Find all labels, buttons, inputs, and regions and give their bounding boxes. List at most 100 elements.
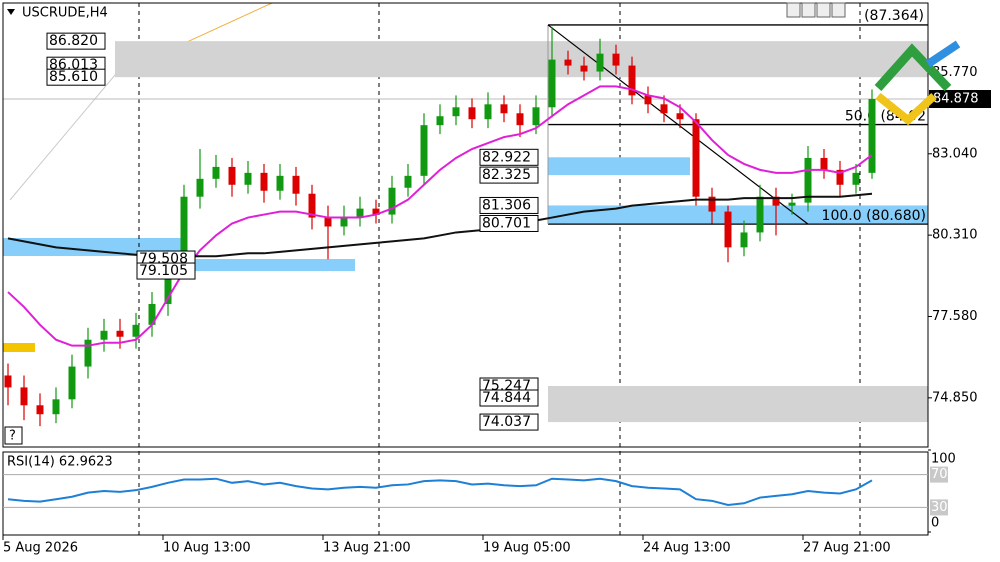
button[interactable] (816, 2, 831, 18)
x-tick-label: 10 Aug 13:00 (163, 541, 251, 556)
candle-body (372, 208, 380, 215)
level-box (136, 262, 196, 280)
y-tick-label: 85.770 (932, 65, 978, 80)
candle-body (628, 65, 636, 96)
button[interactable] (831, 2, 846, 18)
rsi-level-box (930, 466, 948, 483)
level-box (46, 32, 106, 50)
candle-body (404, 175, 412, 188)
level-label: 82.922 (482, 149, 531, 165)
level-label: 74.037 (482, 414, 531, 430)
moving-average (7, 85, 873, 347)
candle-body (820, 157, 828, 170)
candle-body (580, 65, 588, 72)
candle-body (868, 99, 876, 173)
candle-body (676, 113, 684, 120)
candle-body (260, 172, 268, 191)
level-label: 86.820 (49, 33, 98, 49)
candle-body (532, 107, 540, 126)
zone (187, 259, 355, 272)
x-tick-label: 19 Aug 05:00 (483, 541, 571, 556)
zone (548, 205, 928, 224)
rsi-level-box (930, 499, 948, 516)
level-label: 79.105 (139, 263, 188, 279)
candle-body (180, 196, 188, 263)
button[interactable] (801, 2, 816, 18)
candle-body (292, 175, 300, 194)
candle-body (84, 339, 92, 367)
logo (874, 43, 952, 92)
candle-body (116, 330, 124, 337)
fib-label: 100.0 (80.680) (822, 208, 926, 224)
guide-line (9, 74, 116, 201)
chart-title: USCRUDE,H4 (22, 6, 108, 21)
rsi-tick-label: 70 (931, 467, 948, 482)
y-tick-label: 74.850 (932, 390, 978, 405)
level-box (479, 214, 539, 232)
candle-body (356, 208, 364, 218)
candle-body (164, 262, 172, 304)
candle-body (756, 196, 764, 233)
button[interactable] (786, 2, 801, 18)
candle-body (548, 59, 556, 108)
level-box (479, 196, 539, 214)
candle-body (244, 172, 252, 185)
candle-body (644, 95, 652, 105)
candle-body (788, 202, 796, 206)
y-tick-label: 80.310 (932, 228, 978, 243)
zone (115, 41, 928, 78)
candle-body (20, 387, 28, 406)
zone (548, 386, 928, 423)
rsi-tick-label: 0 (931, 516, 939, 531)
candle-body (724, 211, 732, 248)
candle-body (484, 104, 492, 120)
fib-label: (87.364) (864, 8, 924, 24)
candle-body (660, 104, 668, 114)
candle-body (4, 375, 12, 388)
last-price-badge (929, 90, 991, 109)
candle-body (772, 196, 780, 206)
toolbar (786, 2, 846, 18)
rsi-tick-label: 30 (931, 500, 948, 515)
candle-body (612, 53, 620, 66)
candle-body (708, 196, 716, 212)
x-tick-label: 24 Aug 13:00 (643, 541, 731, 556)
y-tick-label: 83.040 (932, 146, 978, 161)
y-tick-label: 77.580 (932, 309, 978, 324)
level-box (479, 413, 539, 431)
menu-arrow[interactable] (7, 9, 15, 15)
x-tick-label: 13 Aug 21:00 (323, 541, 411, 556)
rsi-title: RSI(14) 62.9623 (7, 455, 113, 470)
candle-body (68, 366, 76, 400)
candle-body (452, 107, 460, 117)
x-tick-label: 5 Aug 2026 (3, 541, 78, 556)
rsi-tick-label: 100 (931, 452, 956, 467)
candle-body (516, 113, 524, 126)
candle-body (740, 232, 748, 248)
candle-body (324, 217, 332, 227)
level-label: 82.325 (482, 167, 531, 183)
level-label: 80.701 (482, 215, 531, 231)
level-label: 85.610 (49, 69, 98, 85)
logo (875, 92, 937, 126)
candle-body (340, 217, 348, 227)
last-price-label: 84.878 (933, 92, 979, 107)
level-box (479, 389, 539, 407)
candle-body (276, 175, 284, 191)
help-icon: ? (9, 429, 16, 444)
candle-body (148, 303, 156, 325)
rsi-pane (2, 451, 929, 536)
candle-body (692, 119, 700, 197)
candle-body (500, 104, 508, 114)
level-label: 74.844 (482, 390, 531, 406)
candle-body (36, 405, 44, 415)
level-box (46, 68, 106, 86)
candle-body (228, 166, 236, 185)
level-box (479, 148, 539, 166)
logo (925, 40, 961, 68)
help-button[interactable] (4, 426, 23, 445)
level-box (479, 166, 539, 184)
candle-body (468, 107, 476, 120)
candle-body (596, 53, 604, 72)
